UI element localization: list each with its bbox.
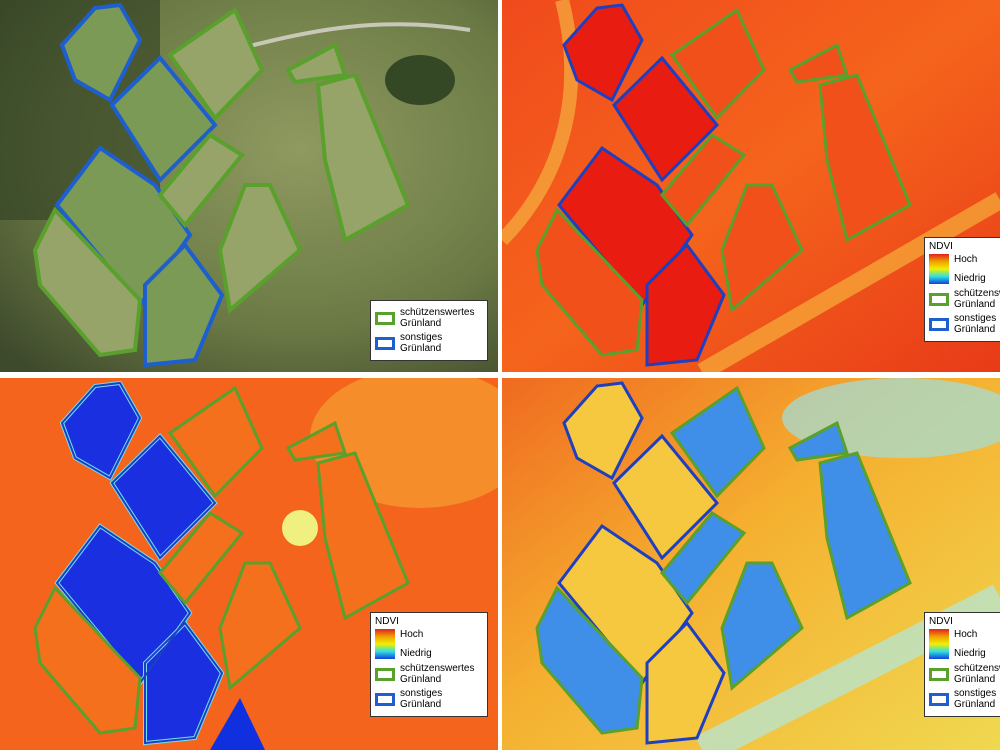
legend-item: schützenswertes Grünland [375, 307, 483, 329]
legend-label: sonstiges Grünland [954, 313, 997, 335]
legend-item: schützenswertes Grünland [375, 663, 483, 685]
legend-swatch [929, 667, 949, 681]
color-bar [929, 254, 949, 284]
color-ramp: Hoch Niedrig [929, 629, 1000, 659]
color-ramp: Hoch Niedrig [929, 254, 1000, 284]
ramp-high: Hoch [400, 629, 424, 640]
legend-swatch [375, 336, 395, 350]
legend-swatch [375, 692, 395, 706]
color-bar [375, 629, 395, 659]
ndvi-legend: NDVI Hoch Niedrig [375, 616, 483, 659]
ndvi-map [502, 0, 1000, 372]
legend-item: schützenswertes Grünland [929, 288, 1000, 310]
ramp-low: Niedrig [954, 273, 986, 284]
legend-label: sonstiges Grünland [400, 688, 443, 710]
aerial-map [0, 0, 498, 372]
ndvi-legend: NDVI Hoch Niedrig [929, 616, 1000, 659]
legend-item: sonstiges Grünland [375, 688, 483, 710]
ramp-labels: Hoch Niedrig [954, 254, 986, 284]
ramp-low: Niedrig [400, 648, 432, 659]
legend-title: NDVI [375, 616, 399, 627]
legend-label: schützenswertes Grünland [954, 663, 1000, 685]
legend-swatch [929, 317, 949, 331]
legend-label: schützenswertes Grünland [400, 663, 475, 685]
legend-label: sonstiges Grünland [400, 332, 443, 354]
legend-title: NDVI [929, 616, 953, 627]
ndvi-legend: NDVI Hoch Niedrig [929, 241, 1000, 284]
legend-title: NDVI [929, 241, 953, 252]
ramp-low: Niedrig [954, 648, 986, 659]
legend: schützenswertes Grünland sonstiges Grünla… [370, 300, 488, 361]
ramp-high: Hoch [954, 629, 978, 640]
legend-swatch [929, 692, 949, 706]
legend-swatch [375, 667, 395, 681]
color-bar [929, 629, 949, 659]
aerial-panel: schützenswertes Grünland sonstiges Grünla… [0, 0, 498, 372]
legend-label: sonstiges Grünland [954, 688, 997, 710]
legend-item: schützenswertes Grünland [929, 663, 1000, 685]
legend-label: schützenswertes Grünland [400, 307, 475, 329]
ramp-labels: Hoch Niedrig [954, 629, 986, 659]
legend-label: schützenswertes Grünland [954, 288, 1000, 310]
legend-item: sonstiges Grünland [375, 332, 483, 354]
ramp-high: Hoch [954, 254, 978, 265]
legend-item: sonstiges Grünland [929, 313, 1000, 335]
ndvi-map [502, 378, 1000, 750]
legend-item: sonstiges Grünland [929, 688, 1000, 710]
color-ramp: Hoch Niedrig [375, 629, 483, 659]
legend-swatch [929, 292, 949, 306]
legend-swatch [375, 311, 395, 325]
ramp-labels: Hoch Niedrig [400, 629, 432, 659]
